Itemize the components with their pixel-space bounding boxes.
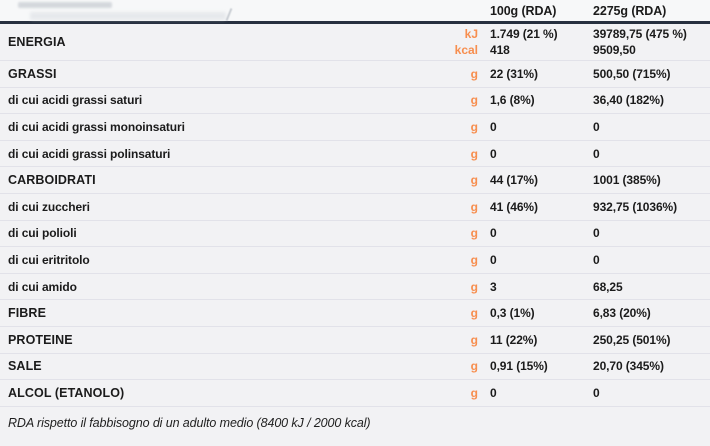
table-row: di cui acidi grassi saturi g 1,6 (8%) 36…	[0, 88, 710, 115]
unit-label: g	[470, 359, 478, 374]
value-100g: 0	[490, 252, 497, 267]
table-header: 100g (RDA) 2275g (RDA)	[0, 0, 710, 24]
value-100g: 22 (31%)	[490, 66, 538, 81]
row-label: FIBRE	[8, 306, 46, 321]
value-100g: 0,91 (15%)	[490, 359, 548, 374]
value-100g-kcal: 418	[490, 43, 510, 57]
row-label: ENERGIA	[8, 35, 66, 49]
unit-kcal: kcal	[454, 43, 478, 57]
unit-label: g	[470, 173, 478, 188]
unit-label: g	[470, 93, 478, 108]
table-row: CARBOIDRATI g 44 (17%) 1001 (385%)	[0, 167, 710, 194]
value-2275g: 500,50 (715%)	[593, 66, 671, 81]
unit-cell: kJ kcal	[444, 26, 478, 58]
row-label: di cui amido	[8, 279, 77, 294]
row-label: di cui eritritolo	[8, 252, 90, 267]
unit-label: g	[470, 66, 478, 81]
value-100g: 3	[490, 279, 497, 294]
row-label: GRASSI	[8, 66, 57, 81]
blurred-remnant-text	[30, 12, 226, 20]
value-2275g: 20,70 (345%)	[593, 359, 664, 374]
value-2275g: 0	[593, 385, 600, 400]
table-row: GRASSI g 22 (31%) 500,50 (715%)	[0, 61, 710, 88]
row-label: PROTEINE	[8, 332, 73, 347]
table-body: GRASSI g 22 (31%) 500,50 (715%) di cui a…	[0, 61, 710, 407]
blurred-remnant-text	[18, 2, 112, 8]
unit-label: g	[470, 226, 478, 241]
value-100g: 0	[490, 119, 497, 134]
value-100g: 0	[490, 146, 497, 161]
value-100g: 11 (22%)	[490, 332, 538, 347]
value-2275g: 6,83 (20%)	[593, 306, 651, 321]
row-label: SALE	[8, 359, 42, 374]
value-100g: 0	[490, 385, 497, 400]
unit-label: g	[470, 199, 478, 214]
unit-label: g	[470, 252, 478, 267]
value-2275g: 1001 (385%)	[593, 173, 661, 188]
value-2275g-kcal: 9509,50	[593, 43, 636, 57]
table-row: di cui acidi grassi polinsaturi g 0 0	[0, 141, 710, 168]
value-2275g-kj: 39789,75 (475 %)	[593, 27, 687, 41]
value-2275g: 0	[593, 146, 600, 161]
value-2275g: 0	[593, 252, 600, 267]
table-row: ALCOL (ETANOLO) g 0 0	[0, 380, 710, 407]
table-row: SALE g 0,91 (15%) 20,70 (345%)	[0, 354, 710, 381]
unit-label: g	[470, 119, 478, 134]
row-label: di cui acidi grassi saturi	[8, 93, 143, 108]
row-label: di cui acidi grassi polinsaturi	[8, 146, 171, 161]
row-label: di cui zuccheri	[8, 199, 90, 214]
value-2275g: 68,25	[593, 279, 623, 294]
value-100g: 1,6 (8%)	[490, 93, 535, 108]
unit-label: g	[470, 279, 478, 294]
unit-label: g	[470, 146, 478, 161]
value-2275g-cell: 39789,75 (475 %) 9509,50	[593, 26, 710, 58]
value-2275g: 36,40 (182%)	[593, 93, 664, 108]
value-2275g: 0	[593, 226, 600, 241]
unit-label: g	[470, 332, 478, 347]
table-row: di cui acidi grassi monoinsaturi g 0 0	[0, 114, 710, 141]
row-label: di cui acidi grassi monoinsaturi	[8, 119, 185, 134]
unit-label: g	[470, 306, 478, 321]
value-2275g: 932,75 (1036%)	[593, 199, 677, 214]
pencil-icon	[225, 8, 233, 21]
value-2275g: 250,25 (501%)	[593, 332, 671, 347]
table-row: PROTEINE g 11 (22%) 250,25 (501%)	[0, 327, 710, 354]
unit-label: g	[470, 385, 478, 400]
table-row: di cui zuccheri g 41 (46%) 932,75 (1036%…	[0, 194, 710, 221]
rda-footnote: RDA rispetto il fabbisogno di un adulto …	[8, 415, 371, 430]
value-100g-kj: 1.749 (21 %)	[490, 27, 558, 41]
value-2275g: 0	[593, 119, 600, 134]
value-100g: 0,3 (1%)	[490, 306, 535, 321]
value-100g: 0	[490, 226, 497, 241]
value-100g: 44 (17%)	[490, 173, 538, 188]
row-energia: ENERGIA kJ kcal 1.749 (21 %) 418 39789,7…	[0, 24, 710, 61]
table-row: di cui amido g 3 68,25	[0, 274, 710, 301]
value-100g-cell: 1.749 (21 %) 418	[478, 26, 593, 58]
table-row: di cui eritritolo g 0 0	[0, 247, 710, 274]
value-100g: 41 (46%)	[490, 199, 538, 214]
row-label: CARBOIDRATI	[8, 173, 96, 188]
unit-kj: kJ	[464, 27, 478, 41]
row-label: di cui polioli	[8, 226, 77, 241]
column-header-2275g: 2275g (RDA)	[593, 4, 667, 18]
column-header-100g: 100g (RDA)	[490, 4, 557, 18]
table-row: FIBRE g 0,3 (1%) 6,83 (20%)	[0, 300, 710, 327]
row-label: ALCOL (ETANOLO)	[8, 385, 125, 400]
table-row: di cui polioli g 0 0	[0, 221, 710, 248]
